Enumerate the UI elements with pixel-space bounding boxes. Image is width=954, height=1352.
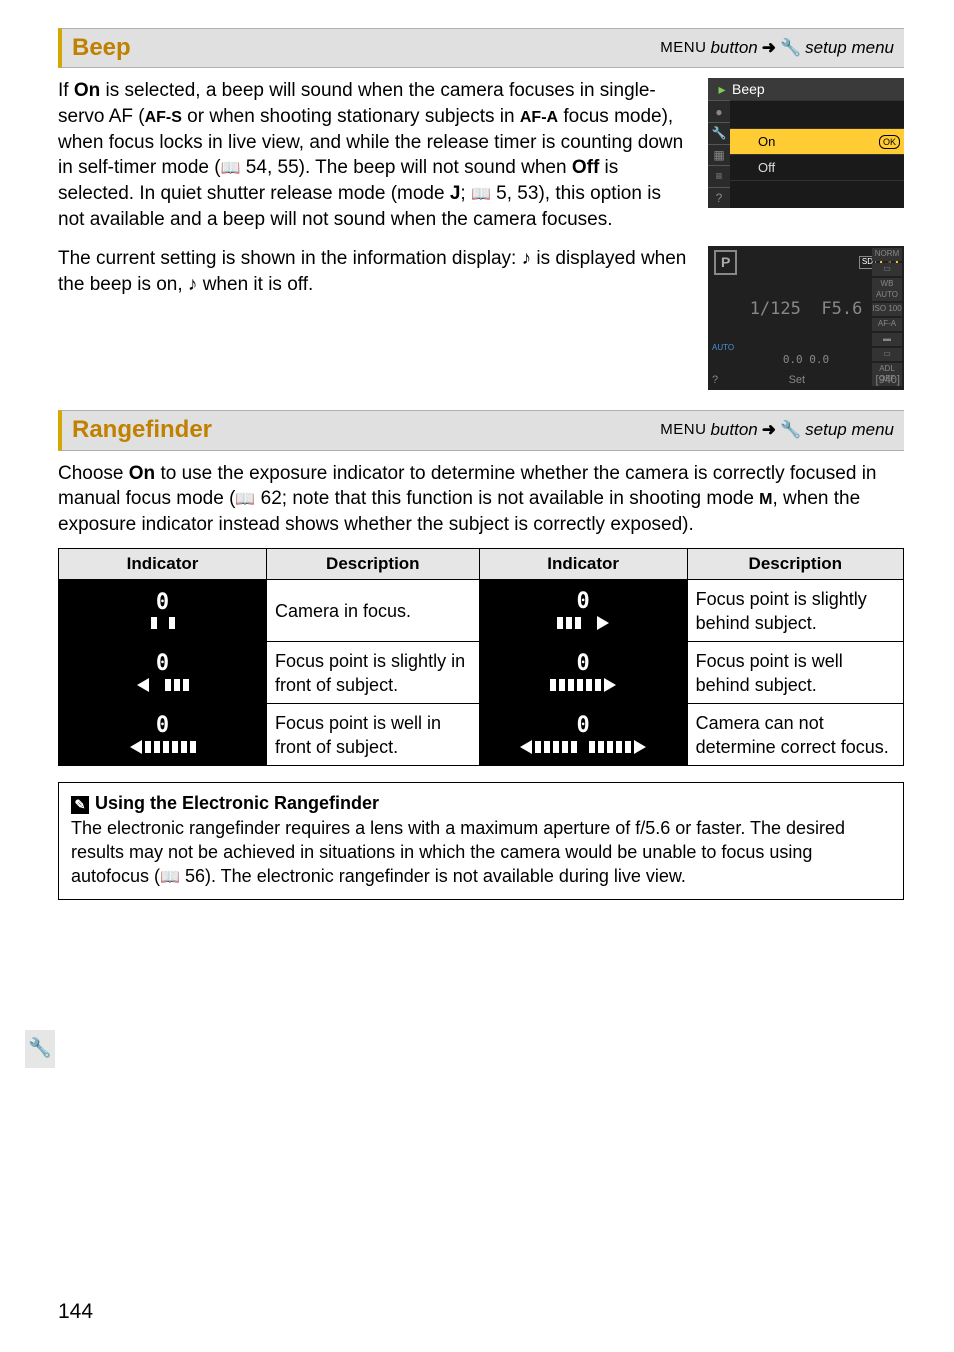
note-box-rangefinder: ✎Using the Electronic Rangefinder The el… — [58, 782, 904, 899]
table-cell: Focus point is slightly in front of subj… — [267, 642, 480, 704]
book-icon: 📖 — [221, 160, 241, 177]
indicator-in-focus: 0 — [59, 580, 267, 642]
wrench-icon: 🔧 — [780, 37, 801, 60]
section-title: Beep — [72, 32, 131, 64]
table-cell: Camera in focus. — [267, 580, 480, 642]
pencil-icon: ✎ — [71, 796, 89, 814]
indicator-slightly-front: 0 — [59, 642, 267, 704]
indicator-table: Indicator Description Indicator Descript… — [58, 548, 904, 767]
section-header-rangefinder: Rangefinder MENU button ➜ 🔧 setup menu — [58, 410, 904, 450]
book-icon: 📖 — [471, 186, 491, 203]
info-display-screenshot: P SD ♪ NORM ▭ WB AUTO ISO 100 AF-A ▬ ▭ A… — [708, 246, 904, 390]
table-cell: Camera can not determine correct focus. — [687, 704, 903, 766]
page-number: 144 — [58, 1298, 93, 1326]
book-icon: 📖 — [160, 869, 180, 886]
menu-item-off: Off — [730, 154, 904, 180]
rangefinder-paragraph: Choose On to use the exposure indicator … — [58, 461, 904, 538]
col-header: Indicator — [59, 548, 267, 580]
indicator-well-behind: 0 — [479, 642, 687, 704]
note-body: The electronic rangefinder requires a le… — [71, 816, 891, 889]
menu-path: MENU button ➜ 🔧 setup menu — [660, 419, 894, 442]
beep-paragraph-2: The current setting is shown in the info… — [58, 246, 690, 297]
wrench-tab-icon: 🔧 — [708, 122, 730, 144]
margin-tab-icon: 🔧 — [25, 1030, 55, 1068]
playback-icon: ▸ — [712, 80, 732, 99]
indicator-slightly-behind: 0 — [479, 580, 687, 642]
col-header: Description — [687, 548, 903, 580]
col-header: Indicator — [479, 548, 687, 580]
indicator-cannot-determine: 0 — [479, 704, 687, 766]
table-cell: Focus point is well in front of subject. — [267, 704, 480, 766]
menu-path: MENU button ➜ 🔧 setup menu — [660, 37, 894, 60]
indicator-well-front: 0 — [59, 704, 267, 766]
arrow-icon: ➜ — [762, 419, 776, 442]
table-cell: Focus point is well behind subject. — [687, 642, 903, 704]
note-title: ✎Using the Electronic Rangefinder — [71, 791, 891, 815]
section-title: Rangefinder — [72, 414, 212, 446]
arrow-icon: ➜ — [762, 37, 776, 60]
menu-item-on: On — [730, 128, 904, 154]
beep-paragraph-1: If On is selected, a beep will sound whe… — [58, 78, 690, 232]
wrench-icon: 🔧 — [780, 419, 801, 442]
book-icon: 📖 — [235, 491, 255, 508]
table-cell: Focus point is slightly behind subject. — [687, 580, 903, 642]
col-header: Description — [267, 548, 480, 580]
mode-indicator: P — [714, 250, 737, 275]
section-header-beep: Beep MENU button ➜ 🔧 setup menu — [58, 28, 904, 68]
menu-screenshot-beep: ▸Beep ● 🔧 ▦ ≡ ? On Off — [708, 78, 904, 208]
